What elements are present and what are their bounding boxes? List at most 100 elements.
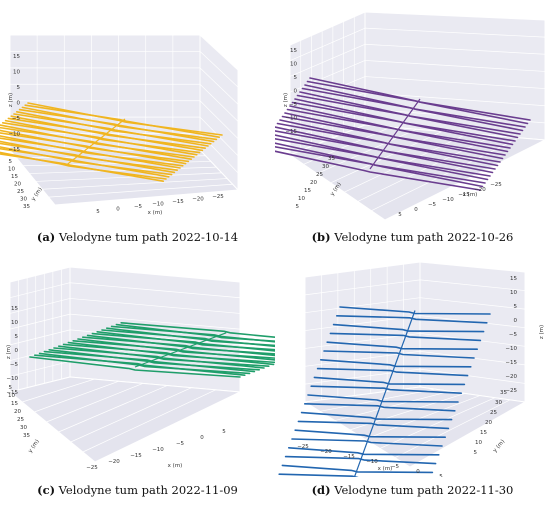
z-tick-label: −15 <box>6 390 18 396</box>
caption-c: (c) Velodyne tum path 2022-11-09 <box>0 483 275 497</box>
grid-line-d <box>419 368 526 384</box>
grid-line-b <box>371 137 520 212</box>
trajectory-pass <box>332 323 485 333</box>
trajectory-pass <box>294 429 446 438</box>
z-tick-label: 10 <box>510 290 517 296</box>
z-tick-label: −5 <box>12 116 21 122</box>
trajectory-pass <box>96 331 275 351</box>
z-tick-label: 5 <box>294 75 298 81</box>
x-tick-label: −5 <box>428 202 437 208</box>
grid-line-c <box>9 282 71 299</box>
trajectory-pass <box>323 350 475 359</box>
x-tick-label: −25 <box>297 444 309 450</box>
z-tick-label: 5 <box>514 304 518 310</box>
plot-3d-b: 15 10 5 0 −5 −10 −15 5 0 −5 −10 −15 −20 −25 35 30 25 20 15… <box>275 11 547 221</box>
z-tick-label: −10 <box>6 376 18 382</box>
grid-line-b <box>364 27 546 38</box>
y-tick-label: 20 <box>485 420 492 426</box>
y-tick-label: 30 <box>322 164 329 170</box>
x-tick-label: 0 <box>414 207 418 213</box>
grid-line-b <box>289 27 366 62</box>
x-axis-label: x (m) <box>168 463 183 469</box>
grid-line-b <box>364 76 546 89</box>
caption-a-letter: (a) <box>36 230 56 244</box>
z-tick-label: 0 <box>17 101 21 107</box>
trajectory-b <box>275 77 531 191</box>
trajectory-pass <box>278 473 361 477</box>
y-tick-label: 30 <box>20 197 27 203</box>
grid-line-c <box>70 387 192 443</box>
caption-d: (d) Velodyne tum path 2022-11-30 <box>275 483 550 497</box>
trajectory-c <box>29 322 275 378</box>
y-axis-label: y (m) <box>31 187 44 202</box>
x-tick-label: −25 <box>86 465 98 471</box>
panel-a: 15 10 5 0 −5 −10 −15 5 0 −5 −10 −15 −20 −25 35 30 25 20 15… <box>0 0 275 252</box>
trajectory-pass <box>326 341 478 350</box>
grid-line-c <box>82 389 216 453</box>
trajectory-pass <box>288 447 440 456</box>
y-tick-label: 35 <box>23 433 30 439</box>
x-tick-label: 0 <box>416 469 420 475</box>
trajectory-pass <box>58 345 270 367</box>
trajectory-pass <box>67 341 275 364</box>
z-tick-label: 0 <box>294 89 298 95</box>
caption-c-letter: (c) <box>37 483 56 497</box>
trajectory-pass <box>48 349 260 371</box>
x-tick-label: −20 <box>320 449 332 455</box>
y-tick-label: 5 <box>296 204 300 210</box>
grid-line-b <box>330 131 443 184</box>
trajectory-pass <box>106 327 275 347</box>
y-tick-label: 15 <box>480 430 487 436</box>
grid-line-b <box>364 92 546 107</box>
trajectory-pass <box>281 464 434 474</box>
grid-line-a <box>199 51 239 88</box>
trajectory-pass <box>329 332 482 342</box>
trajectory-pass <box>291 438 443 447</box>
trajectory-seam <box>353 310 416 477</box>
grid-line-c <box>9 298 71 314</box>
x-tick-label: −10 <box>152 447 164 453</box>
y-tick-label: 35 <box>23 204 30 210</box>
trajectory-seam <box>134 332 227 368</box>
grid-line-b <box>289 43 366 77</box>
grid-line-c <box>46 383 143 423</box>
x-tick-label: −10 <box>366 459 378 465</box>
y-tick-label: 25 <box>490 410 497 416</box>
x-tick-label: −5 <box>176 441 185 447</box>
trajectory-a <box>0 102 223 182</box>
z-tick-label: 10 <box>13 70 20 76</box>
panel-c: 15 10 5 0 −5 −10 −15 −25 −20 −15 −10 −5 0 5 35 30 25 20 15… <box>0 252 275 505</box>
trajectory-pass <box>29 356 241 378</box>
panel-b: 15 10 5 0 −5 −10 −15 5 0 −5 −10 −15 −20 −25 35 30 25 20 15… <box>275 0 550 252</box>
z-tick-label: −5 <box>509 332 518 338</box>
z-axis-label: z (m) <box>8 93 14 107</box>
grid-line-c <box>9 360 71 377</box>
trajectory-pass <box>310 385 462 394</box>
trajectory-d <box>278 306 491 477</box>
trajectory-pass <box>316 367 469 377</box>
y-tick-label: 10 <box>475 440 482 446</box>
trajectory-pass <box>120 322 275 339</box>
trajectory-pass <box>313 376 466 386</box>
y-tick-label: 5 <box>9 159 13 165</box>
grid-line-d <box>304 279 421 296</box>
panel-d: 15 10 5 0 −5 −10 −15 −20 −25 −25 −20 −15 −10 −5 0 5 5 10 1… <box>275 252 550 505</box>
z-tick-label: −20 <box>505 374 517 380</box>
grid-line-c <box>69 360 241 377</box>
grid-line-c <box>34 380 119 413</box>
z-tick-label: −15 <box>8 147 20 153</box>
grid-line-a <box>199 84 239 122</box>
plot-3d-d: 15 10 5 0 −5 −10 −15 −20 −25 −25 −20 −15 −10 −5 0 5 5 10 1… <box>278 261 545 477</box>
y-tick-label: 15 <box>11 174 18 180</box>
x-axis-label: x (m) <box>463 192 478 198</box>
grid-line-b <box>357 135 494 202</box>
grid-line-a <box>42 178 228 190</box>
y-tick-label: 25 <box>17 189 24 195</box>
x-tick-label: 5 <box>398 212 402 218</box>
x-tick-label: −25 <box>212 194 224 200</box>
y-tick-label: 30 <box>495 400 502 406</box>
y-tick-label: 35 <box>328 156 335 162</box>
grid-line-d <box>364 395 481 440</box>
y-tick-label: 25 <box>17 417 24 423</box>
caption-b-text: Velodyne tum path 2022-10-26 <box>330 230 514 244</box>
